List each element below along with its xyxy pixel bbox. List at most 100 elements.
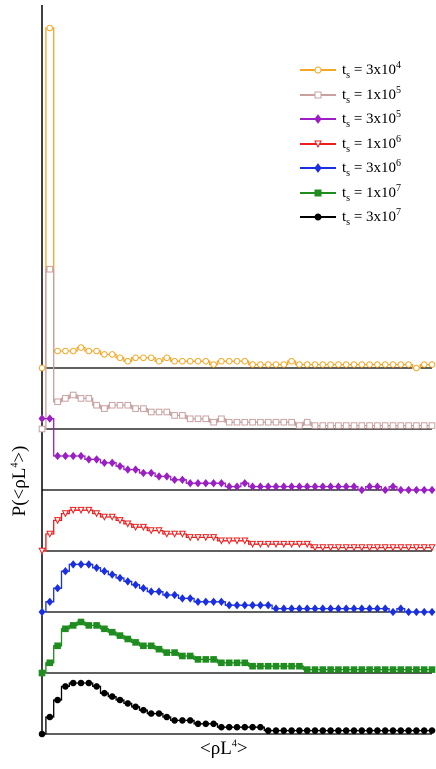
data-point-s3-8 xyxy=(100,513,109,521)
data-point-s0-47 xyxy=(405,361,412,368)
data-point-s5-34 xyxy=(303,666,311,673)
data-point-s3-48 xyxy=(412,544,421,552)
legend-label: ts = 3x104 xyxy=(342,60,402,81)
data-point-s4-48 xyxy=(412,607,420,617)
data-point-s1-4 xyxy=(69,391,77,399)
data-point-s0-17 xyxy=(171,357,178,365)
data-point-s6-30 xyxy=(272,727,280,734)
data-point-s3-7 xyxy=(92,510,101,518)
data-point-s6-21 xyxy=(202,720,210,728)
data-point-s1-38 xyxy=(335,422,342,429)
data-point-s0-5 xyxy=(77,344,85,351)
data-point-s6-45 xyxy=(389,727,397,734)
data-point-s2-45 xyxy=(389,482,397,491)
data-point-s1-2 xyxy=(54,398,61,406)
data-point-s5-48 xyxy=(413,666,420,673)
data-point-s2-43 xyxy=(373,482,381,491)
data-point-s0-45 xyxy=(389,361,397,368)
data-point-s3-33 xyxy=(295,540,304,549)
data-point-s2-3 xyxy=(61,451,69,461)
data-point-s5-14 xyxy=(147,642,155,650)
data-point-s6-50 xyxy=(428,727,436,734)
data-point-s5-7 xyxy=(93,622,100,629)
data-point-s6-29 xyxy=(264,727,272,734)
data-point-s1-24 xyxy=(225,418,233,426)
data-point-s3-43 xyxy=(373,544,382,552)
data-point-s3-3 xyxy=(61,510,70,518)
data-point-s0-10 xyxy=(116,354,124,362)
data-point-s0-4 xyxy=(69,347,77,355)
data-point-s4-5 xyxy=(77,560,85,569)
data-point-s2-6 xyxy=(85,455,93,464)
data-point-s2-39 xyxy=(342,482,350,491)
data-point-s3-11 xyxy=(124,520,132,528)
data-point-s2-21 xyxy=(202,479,210,488)
series-line-1 xyxy=(42,268,432,430)
data-point-s2-20 xyxy=(194,479,202,488)
data-point-s2-34 xyxy=(303,482,311,491)
data-point-s3-37 xyxy=(326,544,335,552)
data-point-s5-38 xyxy=(335,666,342,673)
data-point-s5-9 xyxy=(108,628,116,636)
data-point-s0-42 xyxy=(366,361,373,368)
legend-label: ts = 3x107 xyxy=(342,207,402,228)
data-point-s3-41 xyxy=(358,544,366,552)
data-point-s2-38 xyxy=(334,482,342,491)
data-point-s0-34 xyxy=(303,361,311,368)
legend-entry: ts = 1x107 xyxy=(300,183,436,208)
data-point-s4-25 xyxy=(233,601,241,610)
data-point-s1-41 xyxy=(358,422,366,429)
data-point-s5-27 xyxy=(249,662,256,670)
data-point-s1-7 xyxy=(93,401,100,409)
data-point-s0-37 xyxy=(327,361,334,368)
data-point-s2-12 xyxy=(132,465,140,474)
data-point-s2-35 xyxy=(311,482,319,491)
data-point-s6-34 xyxy=(303,727,311,734)
data-point-s3-39 xyxy=(342,544,350,552)
data-point-s3-34 xyxy=(303,540,311,549)
data-point-s0-48 xyxy=(413,364,420,372)
data-point-s5-39 xyxy=(342,666,350,673)
data-point-s0-49 xyxy=(420,361,428,368)
data-point-s6-6 xyxy=(85,679,93,687)
legend-label: ts = 1x107 xyxy=(342,182,402,204)
data-point-s3-50 xyxy=(428,544,436,552)
data-point-s4-41 xyxy=(358,604,366,613)
data-point-s5-3 xyxy=(62,625,69,633)
data-point-s3-16 xyxy=(163,530,171,538)
data-point-s4-15 xyxy=(155,587,163,596)
data-point-s4-10 xyxy=(116,573,124,583)
data-point-s5-31 xyxy=(280,662,288,670)
data-point-s1-26 xyxy=(241,418,249,426)
data-point-s1-47 xyxy=(405,422,412,429)
legend-entry: ts = 1x105 xyxy=(300,85,436,110)
data-point-s6-44 xyxy=(381,727,389,734)
data-point-s6-9 xyxy=(108,693,116,700)
data-point-s0-8 xyxy=(101,351,108,358)
legend-swatch xyxy=(300,189,336,196)
data-point-s5-42 xyxy=(366,666,373,673)
data-point-s5-18 xyxy=(179,652,186,660)
data-point-s0-9 xyxy=(108,351,116,358)
data-point-s6-41 xyxy=(358,727,366,734)
data-point-s1-19 xyxy=(186,415,194,423)
legend-swatch xyxy=(300,114,336,124)
data-point-s0-22 xyxy=(210,361,217,368)
data-point-s2-8 xyxy=(100,458,108,467)
data-point-s0-12 xyxy=(132,354,139,362)
legend-swatch xyxy=(300,213,336,221)
data-point-s5-0 xyxy=(38,669,46,677)
data-point-s4-9 xyxy=(108,570,116,579)
data-point-s5-46 xyxy=(397,666,405,673)
data-point-s2-41 xyxy=(358,485,366,495)
data-point-s6-38 xyxy=(335,727,342,734)
data-point-s4-12 xyxy=(132,580,140,589)
data-point-s0-29 xyxy=(264,361,272,368)
data-point-s1-49 xyxy=(420,422,428,429)
data-point-s0-31 xyxy=(280,361,288,368)
data-point-s5-6 xyxy=(85,622,93,629)
data-point-s6-25 xyxy=(233,723,241,731)
y-axis-label: P(<ρL4>) xyxy=(9,445,30,517)
data-point-s4-1 xyxy=(46,597,54,606)
data-point-s0-11 xyxy=(124,357,132,365)
